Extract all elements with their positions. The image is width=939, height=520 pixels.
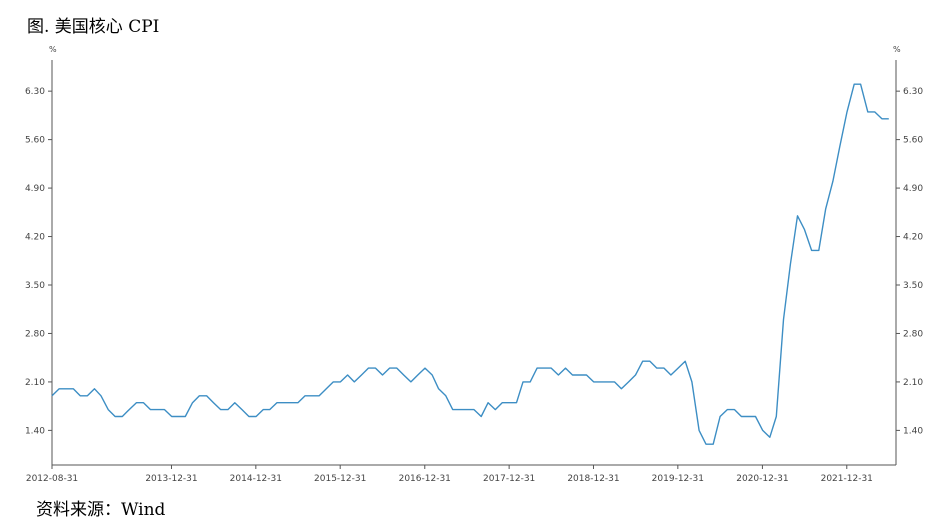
y-tick-label-right: 3.50 — [903, 281, 923, 291]
y-tick-label-right: 5.60 — [903, 136, 923, 146]
chart-title: 图. 美国核心 CPI — [27, 17, 160, 37]
y-tick-label-left: 4.90 — [25, 184, 45, 194]
y-tick-label-left: 2.10 — [25, 378, 45, 388]
y-tick-label-right: 2.80 — [903, 329, 923, 339]
x-tick-label: 2020-12-31 — [736, 474, 788, 484]
axis-ticks: 1.40 1.40 2.10 2.10 2.80 2.80 3.50 3.50 4.20 4.20… — [25, 87, 923, 484]
x-tick-label: 2017-12-31 — [483, 474, 535, 484]
series-line — [51, 83, 889, 445]
y-tick-label-left: 6.30 — [25, 87, 45, 97]
x-tick-label: 2021-12-31 — [821, 474, 873, 484]
y-tick-label-left: 1.40 — [25, 426, 45, 436]
x-tick-label: 2016-12-31 — [399, 474, 451, 484]
y-tick-label-left: 2.80 — [25, 329, 45, 339]
x-tick-label: 2014-12-31 — [230, 474, 282, 484]
y-axis-unit-right: % — [893, 45, 901, 54]
x-tick-label: 2018-12-31 — [567, 474, 619, 484]
y-tick-label-right: 4.90 — [903, 184, 923, 194]
y-axis-unit-left: % — [49, 45, 57, 54]
x-tick-label: 2019-12-31 — [652, 474, 704, 484]
y-tick-label-right: 2.10 — [903, 378, 923, 388]
y-tick-label-right: 1.40 — [903, 426, 923, 436]
y-tick-label-left: 4.20 — [25, 233, 45, 243]
y-tick-label-right: 6.30 — [903, 87, 923, 97]
y-tick-label-left: 3.50 — [25, 281, 45, 291]
series-layer — [51, 83, 889, 445]
x-tick-label: 2012-08-31 — [26, 474, 78, 484]
y-tick-label-right: 4.20 — [903, 233, 923, 243]
y-tick-label-left: 5.60 — [25, 136, 45, 146]
x-tick-label: 2013-12-31 — [145, 474, 197, 484]
source-note: 资料来源：Wind — [36, 500, 166, 520]
x-tick-label: 2015-12-31 — [314, 474, 366, 484]
